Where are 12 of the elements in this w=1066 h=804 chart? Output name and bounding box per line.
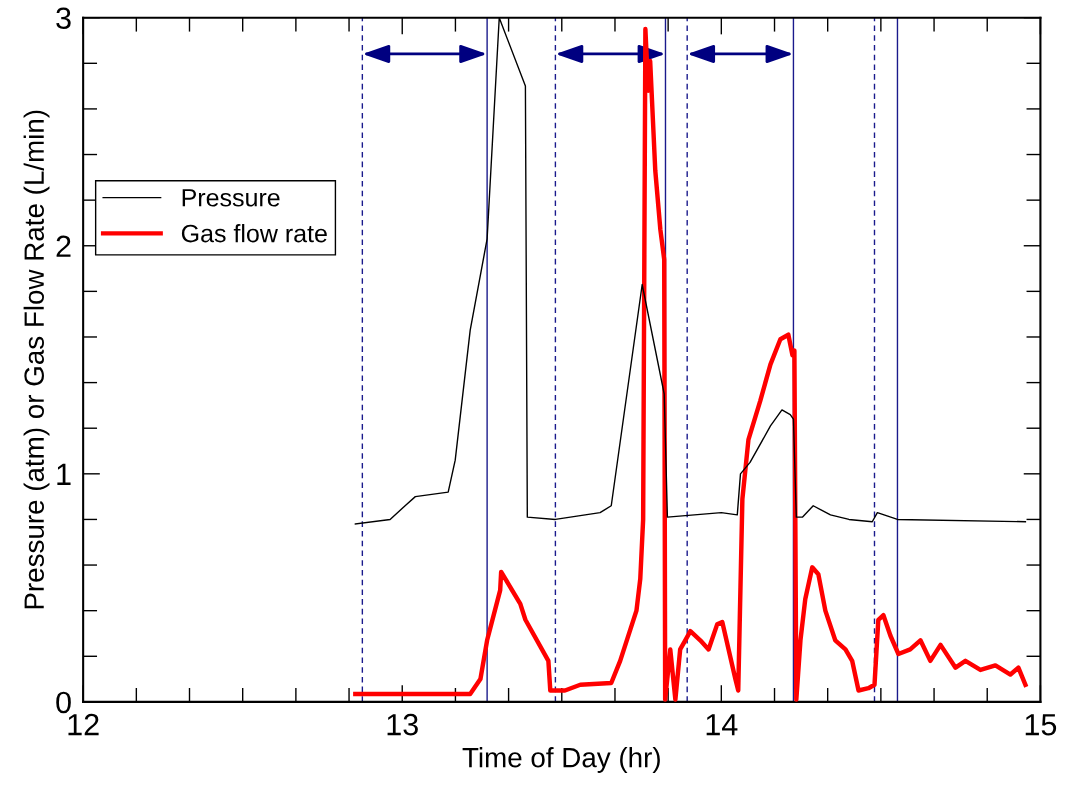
x-tick-label: 13 (387, 713, 418, 736)
y-tick-label: 3 (56, 7, 71, 30)
y-tick-label: 0 (56, 691, 71, 714)
y-axis-title: Pressure (atm) or Gas Flow Rate (L/min) (23, 110, 50, 609)
x-tick-label: 12 (68, 713, 99, 736)
y-tick-label: 1 (57, 463, 71, 485)
x-axis-title: Time of Day (hr) (462, 747, 660, 773)
y-tick-label: 2 (56, 235, 71, 257)
x-tick-label: 14 (706, 714, 738, 736)
legend-label: Gas flow rate (181, 224, 327, 243)
x-tick-label: 15 (1025, 714, 1057, 736)
legend-label: Pressure (182, 189, 280, 207)
